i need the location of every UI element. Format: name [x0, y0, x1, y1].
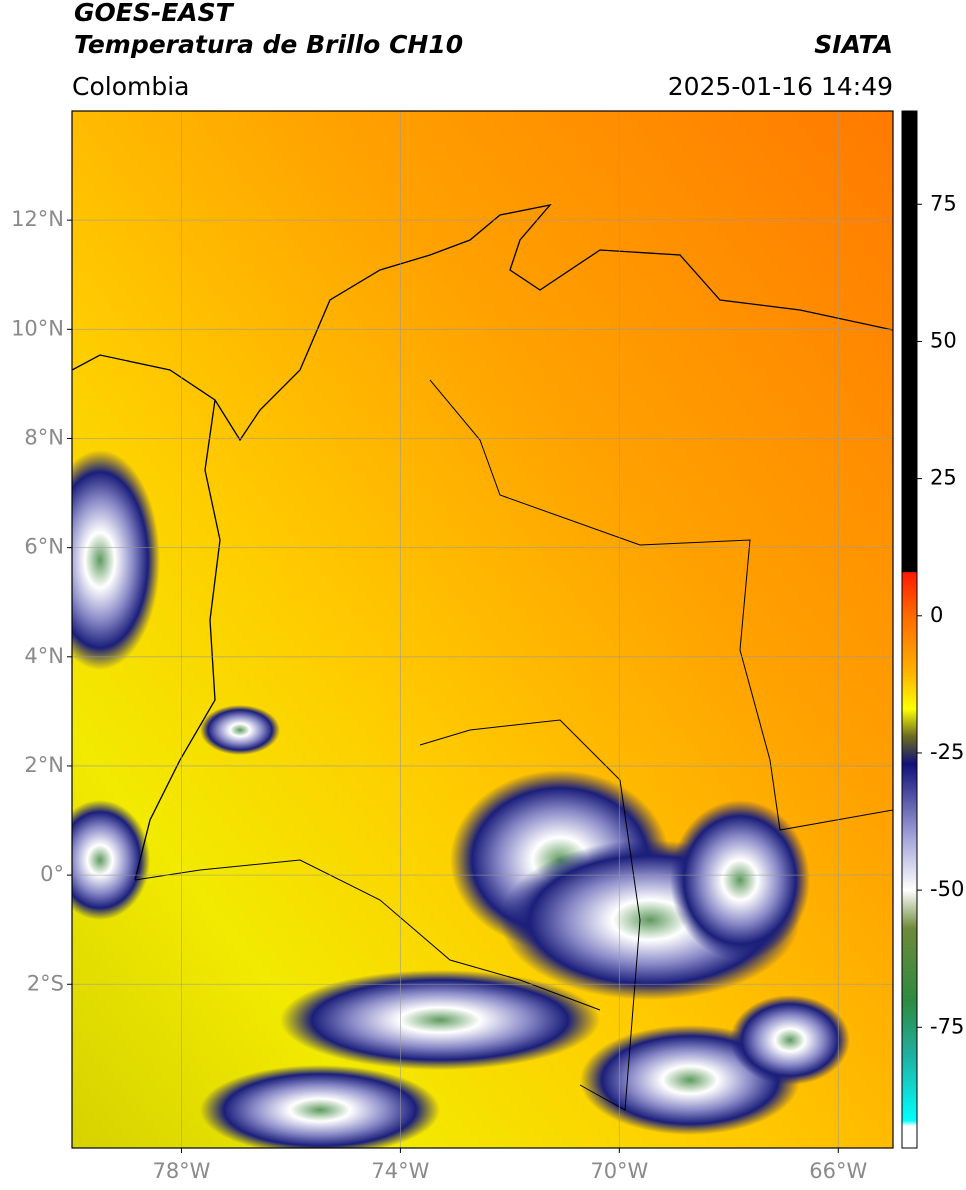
colorbar-tick-label: 50 — [930, 328, 957, 352]
cloud — [200, 705, 280, 755]
subtitle: Temperatura de Brillo CH10 — [74, 30, 463, 59]
y-tick-label: 2°S — [27, 971, 64, 995]
colorbar-tick-label: 75 — [930, 191, 957, 215]
cloud — [730, 995, 850, 1085]
map-image — [72, 111, 893, 1148]
y-tick-label: 2°N — [24, 753, 64, 777]
cloud — [280, 970, 600, 1070]
cloud — [200, 1065, 440, 1148]
coastline — [72, 203, 893, 442]
x-tick-label: 66°W — [809, 1159, 867, 1183]
y-tick-label: 6°N — [24, 535, 64, 559]
y-tick-label: 12°N — [11, 207, 64, 231]
region: Colombia — [72, 72, 189, 101]
border — [134, 859, 601, 1011]
title: GOES-EAST — [74, 0, 235, 27]
y-tick-label: 4°N — [24, 644, 64, 668]
timestamp: 2025-01-16 14:49 — [668, 72, 893, 101]
colorbar-tick-label: 25 — [930, 466, 957, 490]
colorbar-tick-label: -25 — [930, 740, 964, 764]
cloud — [670, 800, 810, 960]
border — [429, 379, 893, 831]
colorbar-tick-label: 0 — [930, 603, 943, 627]
colorbar-tick-label: -50 — [930, 877, 964, 901]
source: SIATA — [814, 30, 893, 59]
x-tick-label: 70°W — [590, 1159, 648, 1183]
y-tick-label: 10°N — [11, 316, 64, 340]
coastline — [134, 399, 221, 881]
cloud — [72, 800, 150, 920]
y-tick-label: 0° — [40, 862, 64, 886]
x-tick-label: 74°W — [371, 1159, 429, 1183]
colorbar — [901, 110, 918, 1149]
border — [419, 719, 641, 1111]
map-frame — [71, 110, 894, 1149]
axes: 78°W 74°W 70°W 66°W 12°N 10°N 8°N 6°N 4°N 2°N 0° 2°… — [11, 191, 964, 1183]
colorbar-tick-label: -75 — [930, 1014, 964, 1038]
x-tick-label: 78°W — [152, 1159, 210, 1183]
y-tick-label: 8°N — [24, 425, 64, 449]
cloud — [72, 450, 160, 670]
grid — [72, 111, 893, 1148]
